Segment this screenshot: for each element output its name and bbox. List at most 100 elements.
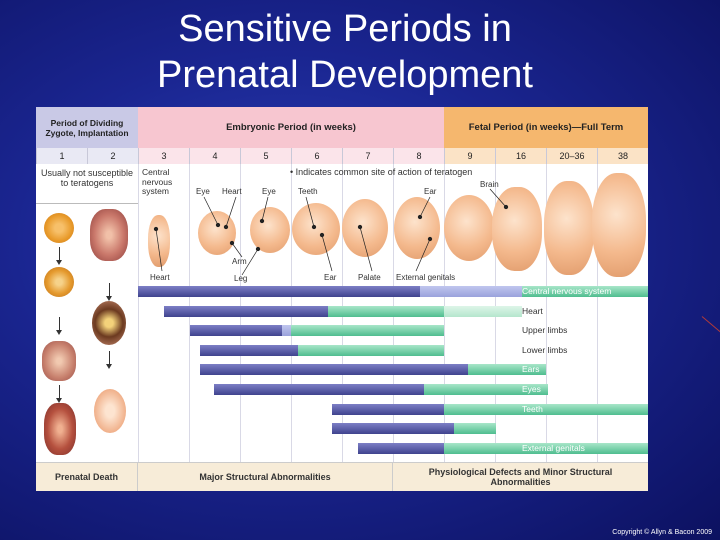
highly-sensitive-segment bbox=[332, 403, 444, 415]
week-label: 16 bbox=[495, 148, 546, 164]
teratogen-chart: Period of Dividing Zygote, Implantation … bbox=[36, 107, 648, 491]
column-line bbox=[597, 164, 598, 462]
highly-sensitive-segment bbox=[332, 423, 454, 435]
highly-sensitive-segment bbox=[282, 325, 291, 337]
week-label: 7 bbox=[342, 148, 393, 164]
sensitivity-bar: Central nervous system bbox=[36, 286, 648, 297]
arrow-down-icon bbox=[56, 247, 62, 265]
embryo-week-5 bbox=[250, 207, 290, 253]
arrow-down-icon bbox=[56, 317, 62, 335]
label-heart-top: Heart bbox=[222, 187, 242, 196]
embryo-week-4 bbox=[198, 211, 236, 255]
less-sensitive-segment bbox=[291, 325, 444, 337]
label-eye: Eye bbox=[262, 187, 276, 196]
week-label: 6 bbox=[291, 148, 342, 164]
label-heart-bottom: Heart bbox=[150, 273, 170, 282]
not-susceptible-label: Usually not susceptible to teratogens bbox=[40, 168, 134, 188]
structure-label: Central nervous system bbox=[522, 286, 612, 296]
header-fetal-period: Fetal Period (in weeks)—Full Term bbox=[444, 107, 648, 148]
sensitivity-bar: Upper limbs bbox=[36, 325, 648, 337]
week-label: 38 bbox=[597, 148, 648, 164]
highly-sensitive-segment bbox=[358, 442, 444, 454]
fetus-week-20-36 bbox=[544, 181, 594, 275]
footer-major-abnormalities: Major Structural Abnormalities bbox=[138, 462, 393, 491]
highly-sensitive-segment bbox=[200, 344, 298, 356]
label-external-genitals: External genitals bbox=[396, 273, 456, 282]
sensitivity-bar: Ears bbox=[36, 364, 648, 376]
week-label: 20–36 bbox=[546, 148, 597, 164]
cns-label: Central nervous system bbox=[142, 167, 173, 196]
sensitivity-bar: Palate bbox=[36, 423, 648, 435]
highly-sensitive-segment bbox=[138, 286, 420, 297]
highly-sensitive-segment bbox=[214, 384, 424, 395]
week-label: 3 bbox=[138, 148, 189, 164]
copyright-text: Copyright © Allyn & Bacon 2009 bbox=[612, 529, 712, 536]
header-zygote-period: Period of Dividing Zygote, Implantation bbox=[36, 107, 138, 148]
less-sensitive-segment bbox=[444, 403, 648, 415]
arrow-down-icon bbox=[106, 351, 112, 369]
zygote-image-3 bbox=[42, 341, 76, 381]
zygote-image-2 bbox=[44, 267, 74, 297]
structure-label: External genitals bbox=[522, 442, 585, 453]
label-palate: Palate bbox=[358, 273, 381, 282]
structure-label: Lower limbs bbox=[522, 344, 568, 355]
highly-sensitive-segment bbox=[200, 364, 468, 376]
structure-label: Palate bbox=[522, 423, 547, 434]
arrow-down-icon bbox=[56, 385, 62, 403]
label-arm: Arm bbox=[232, 257, 247, 266]
zygote-image-4 bbox=[44, 403, 76, 455]
less-sensitive-segment bbox=[444, 305, 522, 317]
embryo-week-8 bbox=[394, 197, 440, 259]
implantation-image-3 bbox=[94, 389, 126, 433]
column-line bbox=[546, 164, 547, 462]
highly-sensitive-segment bbox=[420, 286, 522, 297]
label-leg: Leg bbox=[234, 274, 248, 283]
label-brain: Brain bbox=[480, 180, 499, 189]
divider bbox=[36, 203, 138, 204]
sensitivity-bar: Heart bbox=[36, 305, 648, 317]
structure-label: Ears bbox=[522, 364, 540, 375]
pointer-lines bbox=[153, 188, 509, 276]
less-sensitive-segment bbox=[298, 344, 444, 356]
less-sensitive-segment bbox=[328, 305, 444, 317]
decorative-line bbox=[701, 316, 720, 334]
fetus-week-38 bbox=[592, 173, 646, 277]
structure-label: Heart bbox=[522, 305, 543, 316]
implantation-image-1 bbox=[90, 209, 128, 261]
sensitivity-bar: Lower limbs bbox=[36, 344, 648, 356]
column-line bbox=[138, 164, 139, 462]
week-label: 8 bbox=[393, 148, 444, 164]
less-sensitive-segment bbox=[522, 286, 648, 297]
highly-sensitive-segment bbox=[164, 305, 328, 317]
label-ear-bottom: Ear bbox=[324, 273, 337, 282]
structure-label: Eyes bbox=[522, 384, 541, 394]
legend-label: • Indicates common site of action of ter… bbox=[290, 167, 473, 177]
embryo-week-6 bbox=[292, 203, 340, 255]
label-ear-top: Ear bbox=[424, 187, 437, 196]
week-label: 4 bbox=[189, 148, 240, 164]
week-label: 2 bbox=[87, 148, 138, 164]
less-sensitive-segment bbox=[424, 384, 548, 395]
week-label: 5 bbox=[240, 148, 291, 164]
header-embryonic-period: Embryonic Period (in weeks) bbox=[138, 107, 444, 148]
slide-title: Sensitive Periods in Prenatal Developmen… bbox=[0, 6, 690, 98]
embryo-week-3 bbox=[148, 215, 170, 267]
highly-sensitive-segment bbox=[190, 325, 282, 337]
implantation-image-2 bbox=[92, 301, 126, 345]
label-teeth: Teeth bbox=[298, 187, 318, 196]
label-eye: Eye bbox=[196, 187, 210, 196]
arrow-down-icon bbox=[106, 283, 112, 301]
week-label: 1 bbox=[36, 148, 87, 164]
title-line-1: Sensitive Periods in bbox=[178, 8, 512, 50]
sensitivity-bar: Teeth bbox=[36, 403, 648, 415]
week-label: 9 bbox=[444, 148, 495, 164]
title-line-2: Prenatal Development bbox=[157, 54, 533, 96]
fetus-week-9 bbox=[444, 195, 494, 261]
structure-label: Teeth bbox=[522, 403, 543, 414]
less-sensitive-segment bbox=[444, 442, 648, 454]
embryo-week-7 bbox=[342, 199, 388, 257]
footer-prenatal-death: Prenatal Death bbox=[36, 462, 138, 491]
zygote-image-1 bbox=[44, 213, 74, 243]
footer-physiological-defects: Physiological Defects and Minor Structur… bbox=[393, 462, 648, 491]
structure-label: Upper limbs bbox=[522, 325, 568, 336]
